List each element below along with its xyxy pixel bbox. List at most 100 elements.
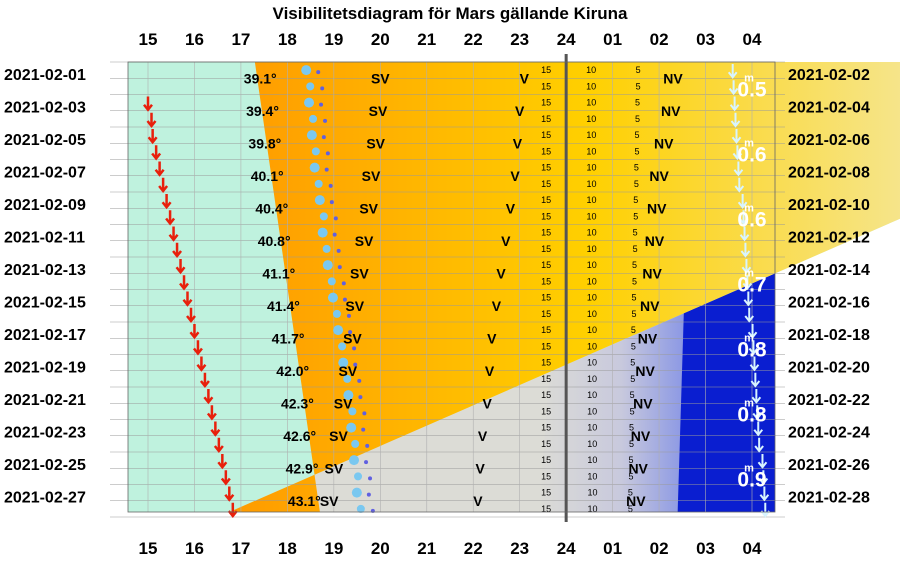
magnitude-value: 0.7 bbox=[737, 273, 766, 296]
direction-label-nv: NV bbox=[654, 135, 674, 151]
sun-depression-10: 10 bbox=[586, 179, 596, 189]
date-label-left: 2021-02-21 bbox=[4, 392, 86, 409]
row-10: 42.3° SV V NV 15 10 5 15 10 5 bbox=[203, 389, 763, 421]
sun-depression-15: 15 bbox=[541, 341, 551, 351]
date-label-right: 2021-02-04 bbox=[788, 100, 870, 117]
sun-depression-15: 15 bbox=[541, 390, 551, 400]
altitude-dot-small bbox=[346, 313, 351, 318]
date-label-left: 2021-02-23 bbox=[4, 425, 86, 442]
altitude-dot bbox=[314, 179, 323, 188]
sunset-arrow-head bbox=[158, 185, 169, 194]
altitude-dot bbox=[327, 277, 336, 286]
sunset-arrow-head bbox=[168, 233, 179, 242]
sun-depression-10: 10 bbox=[586, 163, 596, 173]
magnitude-label: 0.9m bbox=[737, 462, 766, 491]
direction-label-v: V bbox=[476, 460, 486, 476]
altitude-label: 41.7° bbox=[272, 330, 305, 346]
direction-label-v: V bbox=[485, 363, 495, 379]
sun-depression-15: 15 bbox=[541, 374, 551, 384]
sun-depression-15: 15 bbox=[541, 423, 551, 433]
date-label-right: 2021-02-16 bbox=[788, 295, 870, 312]
setting-arrow-head bbox=[727, 71, 738, 79]
hour-label-bottom: 15 bbox=[139, 539, 158, 558]
sunset-arrow-head bbox=[217, 461, 228, 470]
sun-depression-5: 5 bbox=[635, 98, 640, 108]
sunset-arrow-head bbox=[146, 120, 157, 129]
sun-depression-10: 10 bbox=[586, 98, 596, 108]
hour-labels-top: 15 16 17 18 19 20 21 22 23 24 01 02 03 04 bbox=[139, 30, 762, 49]
sunset-arrow-head bbox=[192, 347, 203, 356]
altitude-dot-small bbox=[328, 183, 333, 188]
direction-label-v: V bbox=[496, 265, 506, 281]
altitude-label: 43.1° bbox=[288, 493, 321, 509]
altitude-dot bbox=[304, 97, 315, 108]
sunset-arrow-head bbox=[175, 266, 186, 275]
altitude-dot-small bbox=[341, 281, 346, 286]
sun-depression-10: 10 bbox=[587, 374, 597, 384]
sun-depression-10: 10 bbox=[587, 211, 597, 221]
sun-depression-5: 5 bbox=[634, 130, 639, 140]
sun-depression-5: 5 bbox=[634, 179, 639, 189]
sunset-arrow-head bbox=[179, 282, 189, 291]
direction-label-v: V bbox=[482, 395, 492, 411]
sunset-arrow-head bbox=[165, 217, 176, 226]
altitude-dot-small bbox=[333, 216, 338, 221]
sunset-arrow-head bbox=[161, 201, 172, 210]
sun-depression-15: 15 bbox=[541, 276, 551, 286]
plot-area: 39.1°SVVNVSO151051510539.4°SVVNV15105151… bbox=[110, 54, 900, 522]
date-label-right: 2021-02-22 bbox=[788, 392, 870, 409]
setting-arrow-head bbox=[759, 494, 770, 502]
sun-depression-5: 5 bbox=[630, 390, 635, 400]
sun-depression-15: 15 bbox=[541, 98, 551, 108]
hour-label-top: 19 bbox=[324, 30, 343, 49]
altitude-dot-small bbox=[352, 346, 357, 351]
direction-label-sv: SV bbox=[362, 168, 381, 184]
altitude-dot bbox=[319, 212, 328, 221]
setting-arrow-head bbox=[740, 250, 751, 258]
hour-label-bottom: 24 bbox=[557, 539, 576, 558]
hour-label-bottom: 16 bbox=[185, 539, 204, 558]
altitude-dot bbox=[309, 162, 320, 173]
altitude-dot-small bbox=[364, 460, 369, 465]
altitude-dot-small bbox=[325, 151, 330, 156]
altitude-dot-small bbox=[323, 118, 328, 123]
altitude-dot-small bbox=[332, 232, 337, 237]
sun-depression-5: 5 bbox=[630, 358, 635, 368]
direction-label-nv: NV bbox=[635, 363, 655, 379]
sun-depression-15: 15 bbox=[541, 471, 551, 481]
row-0: 39.1°SVVNVSO1510515105 bbox=[244, 64, 739, 96]
altitude-label: 42.9° bbox=[286, 460, 319, 476]
sun-depression-10: 10 bbox=[587, 244, 597, 254]
date-label-left: 2021-02-13 bbox=[4, 262, 86, 279]
sun-depression-10: 10 bbox=[586, 130, 596, 140]
date-label-right: 2021-02-06 bbox=[788, 132, 870, 149]
sun-depression-10: 10 bbox=[587, 358, 597, 368]
hour-label-bottom: 21 bbox=[417, 539, 436, 558]
date-label-right: 2021-02-12 bbox=[788, 230, 870, 247]
altitude-dot bbox=[311, 147, 320, 156]
setting-arrow-head bbox=[760, 510, 771, 518]
hour-label-bottom: 17 bbox=[231, 539, 250, 558]
altitude-dot bbox=[338, 342, 347, 351]
date-label-left: 2021-02-09 bbox=[4, 197, 86, 214]
hour-label-bottom: 18 bbox=[278, 539, 297, 558]
altitude-dot-small bbox=[329, 200, 334, 205]
row-6: 41.1° SV V NV 15 10 5 15 10 5 bbox=[175, 259, 753, 291]
hour-label-bottom: 03 bbox=[696, 539, 715, 558]
date-label-right: 2021-02-20 bbox=[788, 360, 870, 377]
date-label-left: 2021-02-15 bbox=[4, 295, 86, 312]
setting-arrow-head bbox=[738, 217, 749, 226]
sun-depression-10: 10 bbox=[587, 309, 597, 319]
row-1: 39.4° SV V NV 15 10 5 15 10 5 bbox=[143, 96, 741, 129]
hour-label-top: 15 bbox=[139, 30, 158, 49]
magnitude-value: 0.6 bbox=[737, 208, 766, 231]
direction-label-nv: NV bbox=[638, 330, 658, 346]
row-4: 40.4° SV V NV 15 10 5 15 10 5 bbox=[161, 194, 749, 226]
setting-arrow-head bbox=[753, 429, 764, 437]
date-label-left: 2021-02-27 bbox=[4, 490, 86, 507]
direction-label-nv: NV bbox=[645, 233, 665, 249]
direction-label-sv: SV bbox=[350, 265, 369, 281]
hour-label-bottom: 22 bbox=[464, 539, 483, 558]
sun-depression-10: 10 bbox=[587, 341, 597, 351]
sun-depression-5: 5 bbox=[629, 439, 634, 449]
